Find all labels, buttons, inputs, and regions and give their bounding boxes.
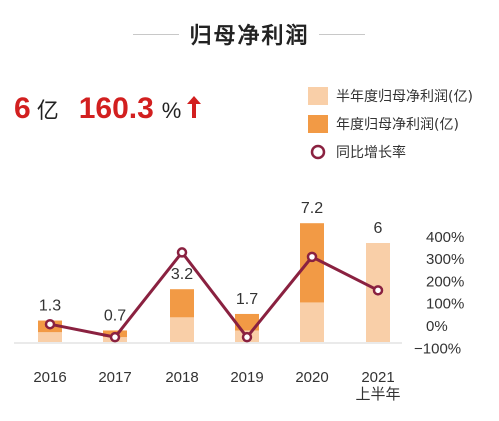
- legend: 半年度归母净利润(亿) 年度归母净利润(亿) 同比增长率: [308, 82, 473, 166]
- legend-swatch-half-year: [308, 87, 328, 105]
- headline-unit: 亿: [36, 99, 59, 124]
- x-tick-label-2016: 2016: [33, 369, 66, 386]
- x-tick-sublabel-2021: 上半年: [355, 385, 400, 403]
- growth-point-2019: [241, 331, 253, 343]
- data-label-2020: 7.2: [301, 200, 323, 217]
- headline-growth-unit: %: [161, 98, 182, 123]
- legend-label-half-year: 半年度归母净利润(亿): [336, 89, 473, 105]
- y-right-tick-4: 0%: [426, 318, 448, 335]
- legend-swatch-full-year: [308, 115, 328, 133]
- y-right-tick-0: 400%: [426, 229, 464, 246]
- page-title: 归母净利润: [189, 24, 310, 49]
- legend-label-growth: 同比增长率: [336, 145, 406, 161]
- y-right-tick-2: 200%: [426, 273, 464, 290]
- x-tick-label-2020: 2020: [295, 369, 328, 386]
- x-tick-label-2018: 2018: [165, 369, 198, 386]
- y-right-tick-5: −100%: [414, 340, 461, 357]
- data-label-2018: 3.2: [171, 266, 193, 283]
- headline-growth: 160.3: [78, 92, 154, 125]
- legend-item-full-year: 年度归母净利润(亿): [308, 110, 473, 138]
- legend-label-full-year: 年度归母净利润(亿): [336, 117, 459, 133]
- data-label-2021: 6: [374, 220, 383, 237]
- headline-value: 6: [14, 92, 31, 125]
- growth-point-2017: [109, 331, 121, 343]
- growth-point-2016: [44, 318, 56, 330]
- title-rule-right: [319, 34, 365, 35]
- bar-half-year-2020: [300, 302, 324, 342]
- growth-point-2021: [372, 285, 384, 296]
- headline: 6 亿 160.3 %: [14, 92, 203, 126]
- data-label-2016: 1.3: [39, 298, 61, 315]
- x-tick-label-2021: 2021: [361, 369, 394, 386]
- x-tick-label-2019: 2019: [230, 369, 263, 386]
- y-right-tick-3: 100%: [426, 296, 464, 313]
- bar-half-year-2016: [38, 332, 62, 342]
- legend-item-growth: 同比增长率: [308, 138, 473, 166]
- legend-item-half-year: 半年度归母净利润(亿): [308, 82, 473, 110]
- bar-half-year-2018: [170, 317, 194, 342]
- x-tick-label-2017: 2017: [98, 369, 131, 386]
- growth-point-2020: [306, 251, 318, 263]
- y-right-tick-1: 300%: [426, 251, 464, 268]
- legend-swatch-growth: [310, 144, 326, 160]
- data-label-2017: 0.7: [104, 307, 126, 324]
- growth-line: [49, 250, 379, 339]
- arrow-up-icon: [187, 96, 202, 118]
- data-label-2019: 1.7: [236, 291, 258, 308]
- title-rule-left: [133, 34, 179, 35]
- growth-point-2018: [176, 247, 188, 258]
